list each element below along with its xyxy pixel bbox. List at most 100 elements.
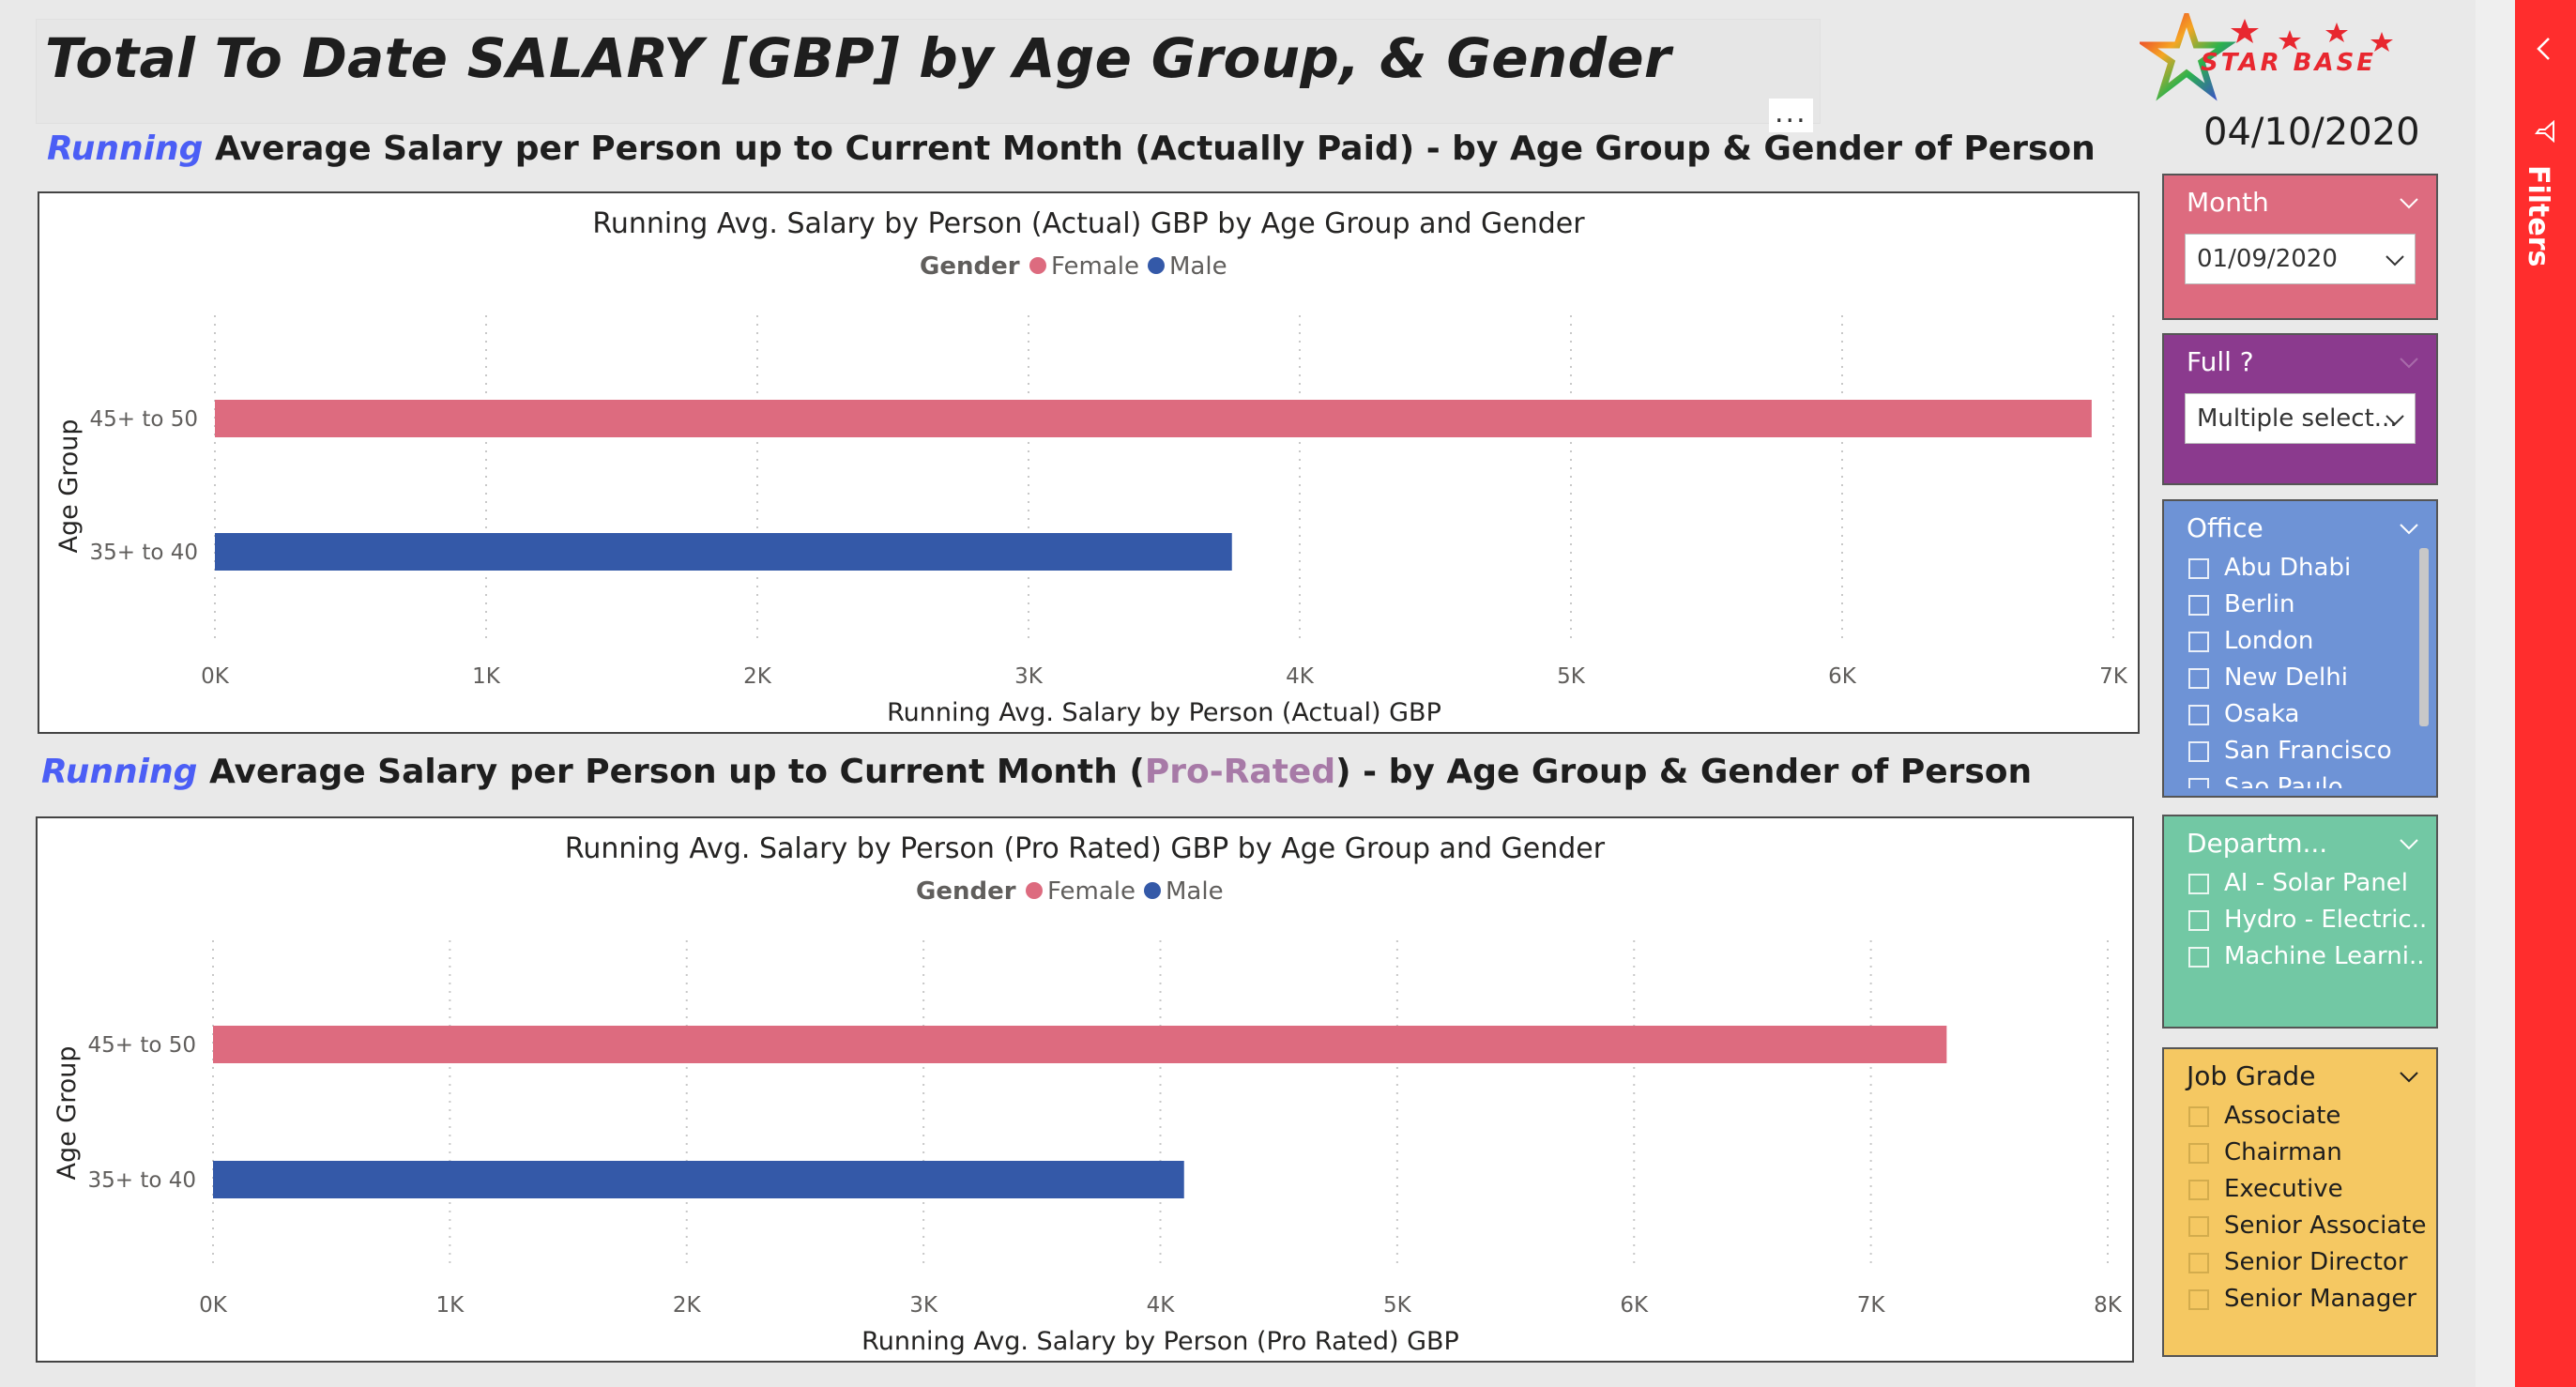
checkbox[interactable] (2188, 874, 2209, 894)
x-tick-label: 7K (2099, 664, 2128, 689)
checkbox[interactable] (2188, 595, 2209, 616)
chevron-down-icon[interactable] (2399, 1066, 2419, 1087)
section2-subtitle-pre: Average Salary per Person up to Current … (208, 753, 1145, 791)
legend-item-female: Female (1047, 877, 1136, 906)
chevron-down-icon (2385, 415, 2404, 426)
checkbox[interactable] (2188, 1143, 2209, 1164)
month-dropdown[interactable]: 01/09/2020 (2185, 234, 2416, 284)
checkbox[interactable] (2188, 1289, 2209, 1310)
legend-title: Gender (920, 252, 1020, 281)
office-option[interactable]: Sao Paulo (2185, 770, 2427, 788)
y-tick-label: 45+ to 50 (87, 1033, 196, 1058)
department-options: AI - Solar Panel Hydro - Electric... Machi… (2185, 865, 2427, 1025)
legend-marker-male (1144, 882, 1161, 899)
legend-item-male: Male (1166, 877, 1224, 906)
legend-item-female: Female (1051, 252, 1139, 281)
job-grade-option[interactable]: Associate (2185, 1098, 2427, 1135)
y-axis-title: Age Group (53, 1045, 82, 1180)
x-tick-label: 5K (1557, 664, 1586, 689)
chevron-down-icon (2385, 255, 2404, 267)
y-tick-label: 45+ to 50 (89, 407, 198, 432)
job-grade-option[interactable]: Senior Associate (2185, 1208, 2427, 1244)
page-title: Total To Date SALARY [GBP] by Age Group,… (45, 26, 1671, 90)
x-tick-label: 0K (199, 1293, 228, 1318)
office-option[interactable]: Berlin (2185, 587, 2427, 623)
office-option-label: San Francisco (2224, 737, 2392, 765)
checkbox[interactable] (2188, 1106, 2209, 1127)
logo-text: STAR BASE (2201, 49, 2377, 77)
department-option[interactable]: Hydro - Electric... (2185, 902, 2427, 938)
department-option-label: Machine Learni... (2224, 942, 2427, 970)
job-grade-option-label: Senior Associate (2224, 1212, 2427, 1240)
checkbox[interactable] (2188, 668, 2209, 689)
checkbox[interactable] (2188, 1253, 2209, 1273)
checkbox[interactable] (2188, 778, 2209, 788)
office-slicer[interactable]: Office Abu Dhabi Berlin London New Delhi Osa… (2162, 499, 2438, 798)
office-option[interactable]: Abu Dhabi (2185, 550, 2427, 587)
office-scrollbar[interactable] (2419, 548, 2429, 726)
legend-marker-male (1148, 257, 1165, 274)
x-axis-title: Running Avg. Salary by Person (Actual) G… (887, 698, 1441, 727)
office-option[interactable]: Osaka (2185, 696, 2427, 733)
section1-subtitle: Running Average Salary per Person up to … (47, 130, 2096, 168)
job-grade-option-label: Senior Manager (2224, 1285, 2417, 1313)
chevron-left-icon[interactable] (2534, 36, 2554, 62)
chart-title: Running Avg. Salary by Person (Actual) G… (592, 207, 1585, 240)
chart-svg: Running Avg. Salary by Person (Actual) G… (54, 207, 2128, 727)
x-tick-label: 3K (1014, 664, 1044, 689)
job-grade-option[interactable]: Executive (2185, 1171, 2427, 1208)
checkbox[interactable] (2188, 705, 2209, 725)
job-grade-option[interactable]: Senior Director (2185, 1244, 2427, 1281)
x-tick-label: 5K (1383, 1293, 1412, 1318)
month-slicer[interactable]: Month 01/09/2020 (2162, 174, 2438, 320)
x-tick-label: 8K (2094, 1293, 2123, 1318)
filters-pane[interactable] (2515, 0, 2576, 1387)
x-tick-label: 6K (1620, 1293, 1649, 1318)
chart-actual-salary[interactable]: Running Avg. Salary by Person (Actual) G… (38, 191, 2140, 734)
more-options-button[interactable]: ... (1769, 99, 1813, 132)
job-grade-option[interactable]: Senior Manager (2185, 1281, 2427, 1318)
department-option-label: Hydro - Electric... (2224, 906, 2427, 934)
full-dropdown[interactable]: Multiple select... (2185, 393, 2416, 444)
x-tick-label: 7K (1857, 1293, 1886, 1318)
x-tick-label: 6K (1828, 664, 1857, 689)
office-option[interactable]: London (2185, 623, 2427, 660)
star-logo-icon (2140, 13, 2393, 101)
job-grade-option-label: Executive (2224, 1175, 2343, 1203)
full-slicer[interactable]: Full ? Multiple select... (2162, 333, 2438, 485)
department-option[interactable]: AI - Solar Panel (2185, 865, 2427, 902)
department-slicer[interactable]: Departm... AI - Solar Panel Hydro - Elect… (2162, 815, 2438, 1029)
x-tick-label: 1K (436, 1293, 465, 1318)
department-option[interactable]: Machine Learni... (2185, 938, 2427, 975)
filter-funnel-icon (2535, 120, 2554, 143)
chart-svg: Running Avg. Salary by Person (Pro Rated… (53, 832, 2123, 1356)
checkbox[interactable] (2188, 558, 2209, 579)
chevron-down-icon[interactable] (2399, 518, 2419, 539)
office-option-label: New Delhi (2224, 663, 2348, 692)
chart-prorated-salary[interactable]: Running Avg. Salary by Person (Pro Rated… (36, 816, 2134, 1363)
office-option[interactable]: San Francisco (2185, 733, 2427, 770)
chevron-down-icon[interactable] (2399, 192, 2419, 213)
office-option-label: Osaka (2224, 700, 2300, 728)
checkbox[interactable] (2188, 947, 2209, 968)
office-option-label: Sao Paulo (2224, 773, 2343, 788)
section2-pro-rated: Pro-Rated (1144, 753, 1336, 791)
bar-female-0 (213, 1026, 1947, 1063)
checkbox[interactable] (2188, 1180, 2209, 1200)
job-grade-slicer[interactable]: Job Grade Associate Chairman Executive Seni… (2162, 1047, 2438, 1357)
report-date: 04/10/2020 (2203, 111, 2420, 154)
office-option[interactable]: New Delhi (2185, 660, 2427, 696)
eraser-icon[interactable] (2399, 352, 2419, 373)
checkbox[interactable] (2188, 632, 2209, 652)
checkbox[interactable] (2188, 1216, 2209, 1237)
bar-female-0 (215, 400, 2092, 437)
full-slicer-title: Full ? (2187, 346, 2254, 377)
full-dropdown-value: Multiple select... (2197, 404, 2398, 433)
checkbox[interactable] (2188, 741, 2209, 762)
section2-running-label: Running (41, 753, 198, 791)
checkbox[interactable] (2188, 910, 2209, 931)
office-option-label: Abu Dhabi (2224, 554, 2352, 582)
department-option-label: AI - Solar Panel (2224, 869, 2409, 897)
chevron-down-icon[interactable] (2399, 833, 2419, 854)
job-grade-option[interactable]: Chairman (2185, 1135, 2427, 1171)
